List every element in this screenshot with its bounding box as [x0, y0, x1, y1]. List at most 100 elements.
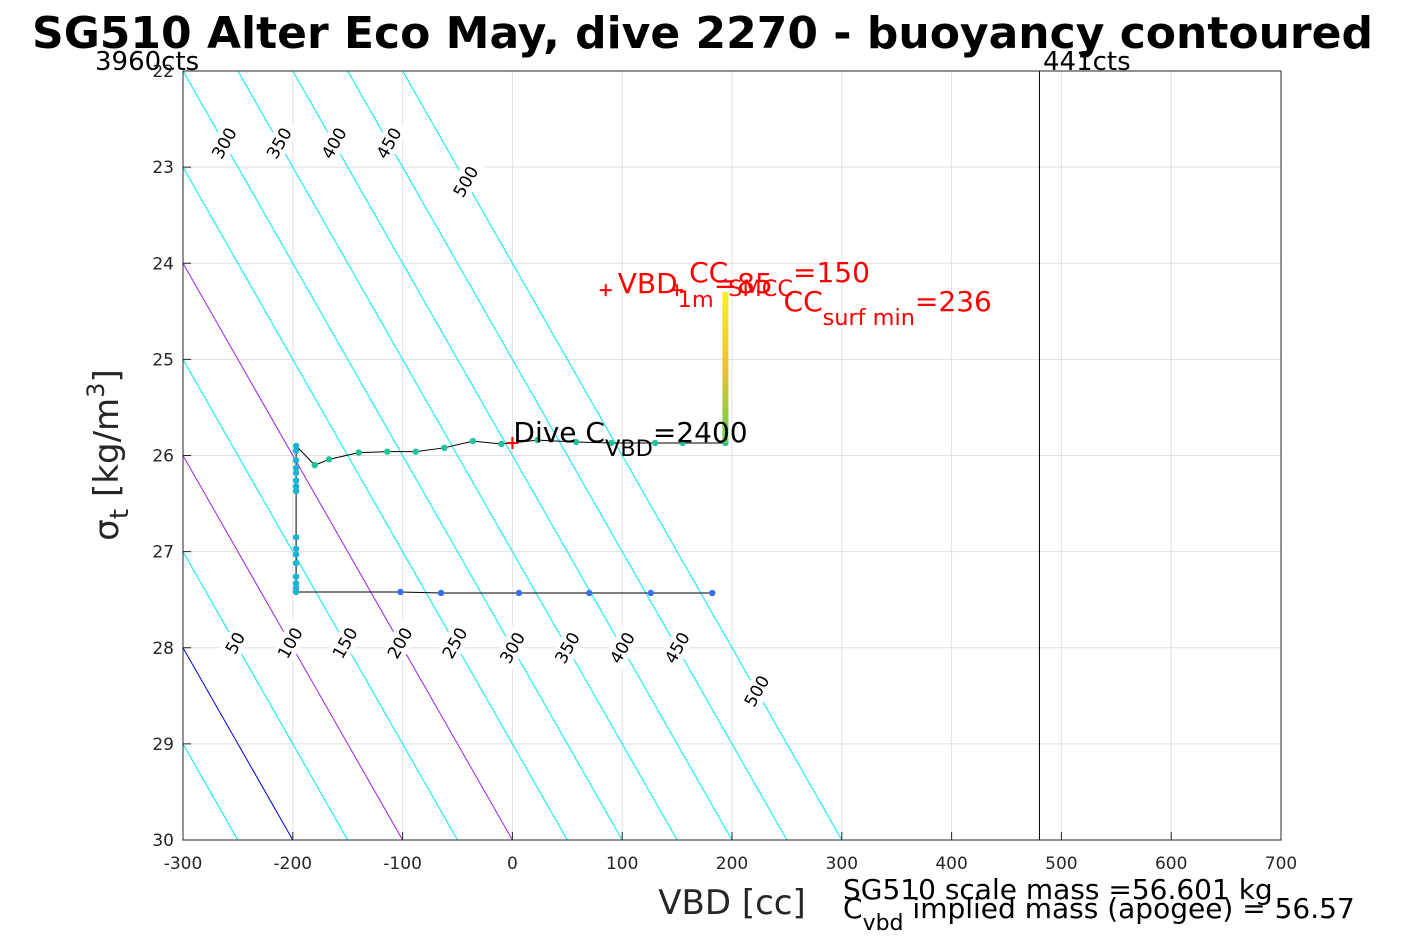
y-axis-unit-start: [kg/m	[87, 398, 127, 497]
implied-mass-text: Cvbd implied mass (apogee) = 56.57	[843, 892, 1355, 936]
cc-surf-min-annotation: CCsurf min=236	[784, 285, 992, 331]
descent-point	[469, 437, 477, 445]
x-tick-label: -200	[274, 854, 313, 874]
y-axis-sigma-sub: t	[105, 509, 135, 519]
contour-label-bg	[258, 118, 300, 168]
descent-point	[441, 444, 448, 452]
x-tick-label: 200	[716, 854, 748, 874]
cc-smcc-annotation-sub: SMCC	[728, 276, 793, 302]
contour-label-bg	[214, 618, 256, 668]
contour-label-bg	[269, 618, 311, 668]
y-axis-unit-sup: 3	[82, 383, 110, 398]
contour-label-bg	[491, 623, 533, 673]
y-axis-sigma: σ	[87, 519, 127, 541]
cc-surf-min-annotation-main: CC	[784, 285, 823, 318]
contour-line	[183, 358, 458, 840]
dive-cvbd-annotation-value: =2400	[653, 416, 748, 449]
cc-surf-min-annotation-sub: surf min	[823, 305, 915, 331]
y-tick-label: 23	[152, 158, 174, 178]
y-tick-label: 30	[152, 831, 174, 851]
descent-point	[709, 589, 716, 597]
implied-mass-rest: implied mass (apogee) = 56.57	[904, 892, 1355, 925]
vbd-1m-annotation-sub: 1m	[678, 287, 714, 313]
descent-point	[651, 439, 659, 447]
contour-line	[347, 71, 788, 840]
cc-smcc-annotation: CCSMCC=150	[689, 256, 870, 302]
ascent-bar	[722, 292, 729, 444]
x-tick-label: -300	[164, 854, 203, 874]
y-axis-label: σt [kg/m3]	[82, 369, 135, 540]
contour-label-bg	[324, 618, 366, 668]
scale-mass-text: SG510 scale mass =56.601 kg	[843, 873, 1273, 906]
descent-point	[572, 438, 580, 446]
descent-point	[355, 449, 362, 456]
contour-line	[0, 71, 73, 840]
contour-label-bg	[313, 118, 355, 168]
descent-point	[292, 573, 300, 580]
descent-point	[412, 448, 419, 455]
y-tick-label: 22	[152, 62, 174, 82]
y-axis-unit-end: ]	[87, 369, 127, 382]
descent-point	[292, 545, 300, 552]
vbd-1m-annotation-main: VBD	[618, 267, 678, 300]
contour-line	[183, 550, 349, 840]
descent-point	[384, 448, 391, 455]
axis-ticks: -300 -200 -100 0 100 200 300 400 500 600 700 22 23 24…	[152, 62, 1297, 874]
descent-point	[608, 439, 615, 447]
contour-label-bg	[434, 618, 476, 668]
descent-point	[292, 477, 300, 484]
chart-title: SG510 Alter Eco May, dive 2270 - buoyanc…	[32, 8, 1373, 59]
contour-label-bg	[736, 666, 778, 716]
y-tick-label: 24	[152, 254, 174, 274]
contour-label-bg	[368, 118, 410, 168]
counts-left-label: 3960cts	[95, 47, 199, 77]
dive-cvbd-annotation: Dive CVBD=2400	[513, 416, 747, 462]
contour-line	[0, 71, 18, 840]
descent-point	[679, 439, 686, 447]
vbd-1m-annotation: VBD1m=85	[618, 267, 773, 313]
x-tick-label: 700	[1265, 854, 1297, 874]
x-tick-label: 400	[935, 854, 967, 874]
svg-text:σt[kg/m3]: σt [kg/m3]	[82, 369, 135, 540]
descent-point	[292, 559, 300, 567]
descent-point	[311, 461, 318, 469]
descent-point	[534, 436, 541, 444]
y-tick-label: 28	[152, 639, 174, 659]
contour-label-bg	[203, 118, 245, 168]
cc-surf-min-annotation-value: =236	[915, 285, 992, 318]
contour-label-bg	[656, 623, 698, 673]
descent-point	[292, 442, 300, 450]
descent-point	[292, 469, 300, 477]
contour-line	[183, 262, 513, 840]
descent-point	[292, 580, 300, 587]
contour-label-bg	[546, 623, 588, 673]
x-tick-label: 0	[507, 854, 518, 874]
implied-mass-sub: vbd	[863, 911, 904, 936]
y-tick-label: 26	[152, 447, 174, 467]
x-tick-label: 100	[606, 854, 638, 874]
y-tick-label: 29	[152, 735, 174, 755]
descent-point	[292, 551, 300, 558]
contour-label-bg	[601, 623, 643, 673]
descent-point	[647, 589, 654, 597]
cc-smcc-annotation-main: CC	[689, 256, 728, 289]
contour-label-bg	[445, 156, 487, 207]
descent-point	[498, 440, 505, 448]
x-axis-label: VBD [cc]	[658, 883, 806, 923]
implied-mass-c: C	[843, 892, 863, 925]
contour-label-bg	[379, 618, 421, 668]
descent-point	[515, 589, 523, 597]
cc-smcc-annotation-value: =150	[793, 256, 870, 289]
descent-point	[397, 588, 404, 596]
contour-line	[183, 71, 623, 840]
contour-line	[402, 71, 843, 840]
vbd-1m-annotation-value: =85	[714, 267, 773, 300]
contour-line	[183, 646, 294, 840]
descent-line	[295, 439, 726, 594]
contour-line	[292, 71, 733, 840]
dive-cvbd-annotation-sub: VBD	[605, 436, 653, 462]
descent-point	[292, 464, 300, 472]
descent-point	[292, 457, 300, 464]
